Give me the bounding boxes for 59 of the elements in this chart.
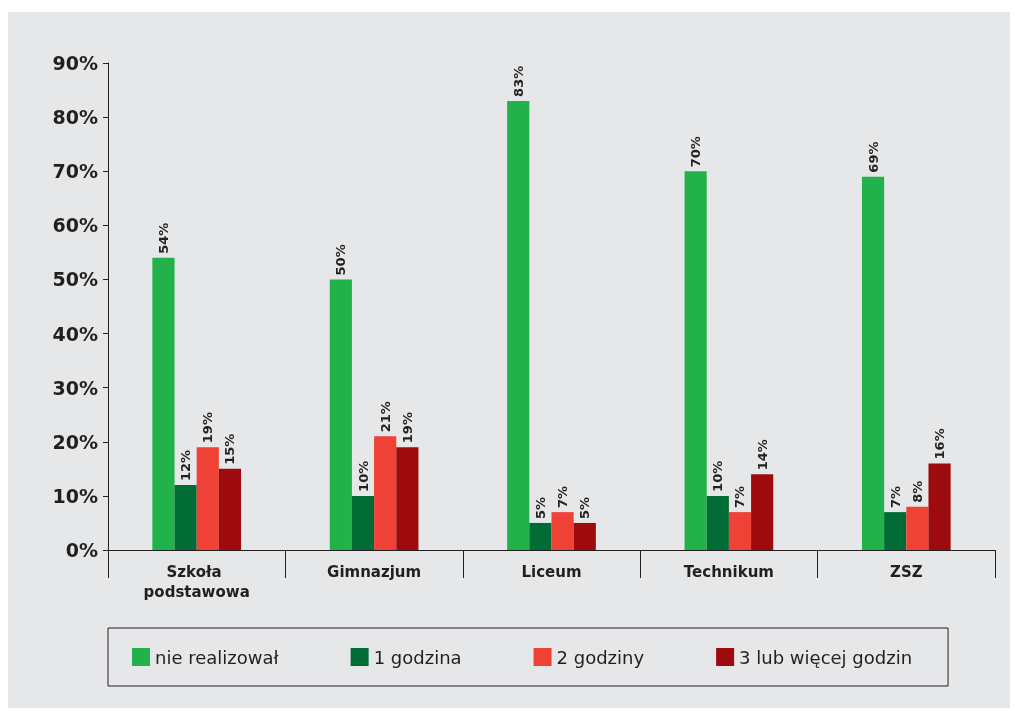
data-label: 69% bbox=[865, 141, 881, 173]
bar bbox=[684, 171, 707, 550]
x-tick-label: Technikum bbox=[683, 563, 774, 581]
y-tick-label: 20% bbox=[52, 430, 98, 453]
bar bbox=[374, 436, 397, 550]
y-tick-label: 50% bbox=[52, 268, 98, 291]
x-tick-label: ZSZ bbox=[890, 563, 923, 581]
data-label: 10% bbox=[710, 460, 726, 492]
data-label: 14% bbox=[754, 439, 770, 471]
bar bbox=[507, 100, 530, 550]
y-tick-label: 90% bbox=[52, 52, 98, 74]
legend-label: nie realizował bbox=[155, 646, 280, 668]
bar bbox=[551, 512, 574, 550]
bar bbox=[196, 447, 219, 550]
bar bbox=[928, 463, 951, 550]
y-tick-label: 70% bbox=[52, 160, 98, 183]
data-label: 7% bbox=[732, 486, 748, 509]
bar bbox=[728, 512, 752, 550]
bar bbox=[573, 522, 596, 550]
y-tick-label: 10% bbox=[52, 484, 98, 507]
data-label: 7% bbox=[887, 486, 903, 509]
data-label: 83% bbox=[510, 65, 526, 97]
bar bbox=[218, 468, 242, 550]
x-tick-label: Szkoła podstawowa bbox=[143, 563, 250, 601]
bar bbox=[751, 474, 774, 550]
bar bbox=[706, 495, 729, 550]
legend-label: 2 godziny bbox=[556, 646, 645, 668]
x-tick-label: Liceum bbox=[521, 563, 582, 581]
data-label: 19% bbox=[399, 412, 415, 444]
data-label: 21% bbox=[377, 401, 393, 433]
data-label: 5% bbox=[532, 496, 548, 519]
bar bbox=[351, 495, 375, 550]
bar bbox=[396, 447, 419, 550]
bar bbox=[329, 279, 352, 550]
bar bbox=[529, 522, 552, 550]
legend-label: 3 lub więcej godzin bbox=[739, 646, 913, 668]
y-tick-label: 40% bbox=[52, 322, 98, 345]
y-tick-label: 60% bbox=[52, 214, 98, 237]
data-label: 16% bbox=[932, 428, 948, 460]
y-tick-label: 0% bbox=[65, 539, 98, 561]
data-label: 12% bbox=[178, 449, 194, 482]
data-label: 8% bbox=[909, 480, 925, 503]
data-label: 15% bbox=[222, 433, 238, 465]
data-label: 19% bbox=[200, 412, 216, 444]
bar bbox=[884, 512, 907, 550]
bar bbox=[906, 506, 929, 550]
bar bbox=[861, 176, 885, 550]
data-label: 10% bbox=[355, 460, 371, 492]
legend-label: 1 godzina bbox=[373, 646, 462, 668]
y-tick-label: 80% bbox=[52, 106, 98, 129]
data-label: 7% bbox=[555, 486, 571, 509]
bar bbox=[152, 257, 175, 550]
data-label: 50% bbox=[333, 244, 349, 276]
y-tick-label: 30% bbox=[52, 376, 98, 399]
data-label: 54% bbox=[155, 222, 171, 254]
x-tick-label: Gimnazjum bbox=[327, 563, 422, 581]
data-label: 5% bbox=[577, 496, 593, 519]
bar bbox=[174, 485, 197, 550]
data-label: 70% bbox=[688, 136, 704, 168]
